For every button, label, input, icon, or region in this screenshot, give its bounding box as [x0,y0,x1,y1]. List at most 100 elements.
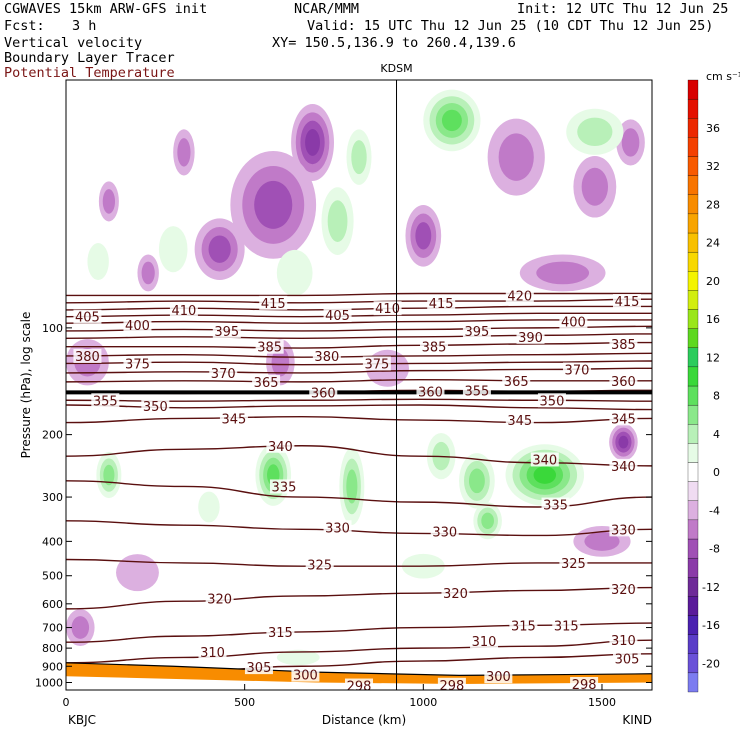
colorbar-swatch [687,634,699,654]
contour-label: 415 [261,297,286,312]
contour-label-bg [141,398,170,413]
contour-label-bg [505,288,534,303]
contour-label-bg [437,677,466,690]
theta-contour-310 [66,639,652,664]
contour-label-bg [373,301,402,316]
contour-label-bg [470,634,499,649]
contour-label-bg [312,348,341,363]
contour-label: 385 [611,338,636,353]
contour-label: 415 [429,297,454,312]
contour-label: 375 [125,357,150,372]
y-tick-label: 900 [42,660,63,673]
contour-label-bg [252,374,281,389]
w-blob [581,167,609,206]
contour-label: 298 [572,678,597,693]
w-blob [584,531,620,551]
contour-label-bg [291,667,320,682]
contour-label: 360 [418,385,443,400]
colorbar-unit: cm s⁻¹ [706,70,740,83]
w-blob [208,235,231,263]
contour-label-bg [198,644,227,659]
contour-label: 375 [364,357,389,372]
contour-label: 400 [125,319,150,334]
w-blob [481,512,494,530]
contour-label-bg [570,677,599,690]
colorbar-swatch [687,404,699,425]
w-blob [441,109,462,132]
contour-label-bg [266,438,295,453]
y-tick-label: 600 [42,598,63,611]
colorbar-label: -8 [709,543,720,556]
contour-label-bg [123,317,152,332]
colorbar-label: 28 [706,198,720,211]
contour-label: 380 [314,350,339,365]
colorbar-label: 36 [706,122,720,135]
right-endpoint-label: KIND [622,713,652,727]
colorbar-swatch [687,481,699,501]
colorbar-swatch [687,232,699,253]
theta-contour-315 [66,622,652,643]
contour-label-bg [123,356,152,371]
w-blob [254,180,293,229]
colorbar-swatch [687,328,699,348]
colorbar-swatch [687,137,699,157]
y-tick-label: 800 [42,642,63,655]
contour-label-bg [255,339,284,354]
colorbar-label: 0 [713,466,720,479]
contour-label-bg [509,618,538,633]
contour-label: 385 [257,341,282,356]
w-blob [415,222,432,250]
init-time: Init: 12 UTC Thu 12 Jun 25 [517,1,729,17]
contour-label: 298 [347,680,372,695]
contour-label: 345 [507,414,532,429]
contour-label-bg [420,339,449,354]
contour-label: 310 [611,634,636,649]
theta-contour-395 [66,325,652,332]
contour-label-bg [209,365,238,380]
colorbar-swatch [687,596,699,616]
contour-label: 315 [554,619,579,634]
theta-contour-365 [66,378,652,383]
terrain-edge [66,662,652,676]
contour-label: 400 [561,316,586,331]
w-blob [346,469,358,504]
w-blob [116,554,159,592]
theta-contour-370 [66,367,652,374]
colorbar-swatch [687,118,699,138]
contour-label-bg [609,458,638,473]
w-blob [141,261,155,285]
colorbar-swatch [687,194,699,215]
colorbar-swatch [687,424,699,444]
contour-label-bg [609,582,638,597]
theta-contour-375 [66,360,652,366]
x-axis: 0 500 1000 1500 [63,684,616,709]
theta-contour-405 [66,312,652,318]
w-blob [468,468,485,494]
contour-label: 320 [207,593,232,608]
theta-contour-410 [66,305,652,311]
colorbar-label: -20 [702,657,720,670]
theta-contour-325 [66,558,652,567]
theta-contour-320 [66,586,652,610]
contour-label: 300 [486,670,511,685]
valid-time: Valid: 15 UTC Thu 12 Jun 25 (10 CDT Thu … [307,18,714,34]
theta-contour-400 [66,319,652,324]
contour-label-bg [559,555,588,570]
colorbar-label: -16 [702,619,720,632]
contour-label: 298 [439,679,464,694]
contour-label-bg [219,411,248,426]
colorbar-swatch [687,271,699,291]
contour-label-bg [462,323,491,338]
w-blob [618,435,629,449]
forecast-value: 3 h [72,18,97,34]
x-tick-label: 1500 [588,696,616,709]
w-blob [103,464,115,486]
colorbar-swatch [687,156,699,176]
contour-label: 360 [611,375,636,390]
contour-label: 360 [311,386,336,401]
contour-label-bg [323,308,352,323]
contour-label-bg [266,624,295,639]
y-tick-label: 300 [42,491,63,504]
contour-label-bg [362,356,391,371]
contour-label: 395 [465,325,490,340]
